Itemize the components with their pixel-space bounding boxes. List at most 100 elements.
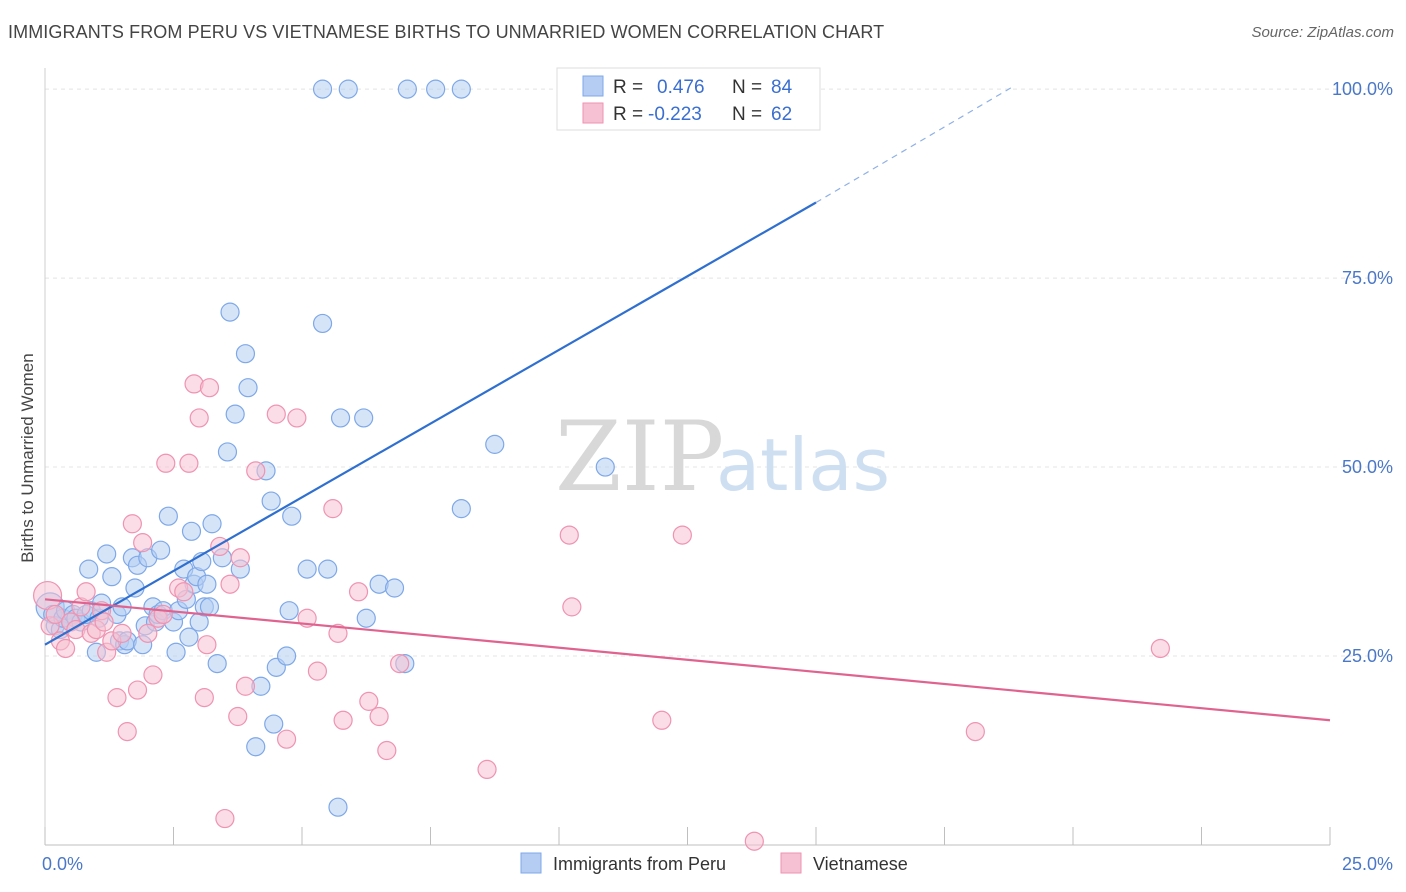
vietnamese-point bbox=[276, 729, 297, 749]
vietnamese-point bbox=[266, 404, 286, 424]
legend-n-value-vietnamese: 62 bbox=[771, 104, 792, 125]
vietnamese-point bbox=[112, 623, 132, 643]
bottom-legend-label-vietnamese: Vietnamese bbox=[813, 854, 908, 874]
vietnamese-point bbox=[228, 706, 248, 727]
peru-point bbox=[338, 79, 358, 99]
x-tick-label: 0.0% bbox=[42, 854, 83, 874]
x-tick-label: 25.0% bbox=[1342, 854, 1393, 874]
vietnamese-point bbox=[127, 680, 148, 700]
peru-point bbox=[179, 627, 199, 647]
peru-point bbox=[485, 434, 505, 454]
peru-point bbox=[354, 408, 374, 428]
vietnamese-point bbox=[744, 831, 764, 851]
tick-labels: 25.0% 50.0% 75.0% 100.0% 0.0% 25.0% bbox=[42, 79, 1393, 874]
vietnamese-point bbox=[55, 638, 76, 659]
peru-point bbox=[181, 521, 202, 541]
axis-layer bbox=[44, 68, 1331, 846]
vietnamese-point bbox=[559, 525, 579, 545]
peru-trend-line-extension bbox=[815, 87, 1012, 204]
vietnamese-point bbox=[672, 525, 692, 545]
vietnamese-point bbox=[117, 722, 137, 742]
peru-trend-line bbox=[44, 201, 817, 646]
vietnamese-point bbox=[199, 378, 220, 398]
peru-point bbox=[202, 514, 222, 534]
vietnamese-point bbox=[143, 665, 163, 685]
peru-point bbox=[197, 574, 217, 594]
vietnamese-point bbox=[348, 582, 369, 602]
vietnamese-point bbox=[138, 623, 158, 643]
peru-point bbox=[166, 642, 186, 662]
peru-point bbox=[426, 79, 446, 99]
legend-r-value-vietnamese: -0.223 bbox=[648, 104, 702, 125]
vietnamese-point bbox=[562, 597, 582, 617]
peru-point bbox=[451, 79, 471, 99]
vietnamese-point bbox=[369, 706, 389, 727]
vietnamese-point bbox=[477, 759, 497, 780]
vietnamese-point bbox=[122, 514, 142, 534]
legend-swatch-peru bbox=[582, 75, 604, 97]
peru-point bbox=[220, 302, 240, 322]
vietnamese-point bbox=[94, 612, 114, 632]
legend-r-label-vietnamese: R = bbox=[613, 104, 643, 125]
vietnamese-point bbox=[133, 533, 153, 553]
peru-point bbox=[102, 567, 122, 587]
points-layer bbox=[32, 79, 1170, 851]
peru-point bbox=[595, 457, 615, 477]
bottom-legend-swatch-vietnamese bbox=[780, 852, 802, 874]
vietnamese-point bbox=[76, 582, 96, 602]
vietnamese-point bbox=[179, 453, 199, 473]
vietnamese-point bbox=[652, 710, 672, 730]
vietnamese-point bbox=[390, 653, 410, 674]
peru-point bbox=[397, 79, 417, 99]
peru-point bbox=[330, 408, 351, 428]
peru-point bbox=[297, 559, 317, 579]
legend-n-label-peru: N = bbox=[732, 77, 762, 98]
legend-box: R = 0.476 N = 84 R = -0.223 N = 62 bbox=[556, 67, 821, 131]
peru-point bbox=[207, 653, 227, 674]
chart-title: IMMIGRANTS FROM PERU VS VIETNAMESE BIRTH… bbox=[8, 22, 885, 42]
vietnamese-point bbox=[377, 740, 397, 761]
peru-point bbox=[384, 578, 405, 598]
y-tick-label: 100.0% bbox=[1332, 79, 1393, 99]
vietnamese-point bbox=[197, 635, 217, 655]
peru-point bbox=[279, 601, 299, 621]
peru-point bbox=[238, 378, 258, 398]
legend-n-label-vietnamese: N = bbox=[732, 104, 762, 125]
vietnamese-point bbox=[45, 604, 65, 625]
vietnamese-point bbox=[153, 604, 173, 625]
peru-point bbox=[246, 737, 266, 757]
y-tick-label: 50.0% bbox=[1342, 457, 1393, 477]
watermark-atlas: atlas bbox=[716, 423, 890, 507]
vietnamese-point bbox=[230, 548, 250, 568]
vietnamese-point bbox=[194, 688, 214, 708]
vietnamese-point bbox=[189, 408, 209, 428]
vietnamese-point bbox=[287, 408, 307, 428]
peru-point bbox=[328, 797, 348, 817]
vietnamese-point bbox=[235, 676, 256, 696]
peru-point bbox=[225, 404, 245, 424]
vietnamese-point bbox=[220, 574, 240, 594]
y-tick-label: 75.0% bbox=[1342, 268, 1393, 288]
vietnamese-point bbox=[333, 710, 353, 730]
peru-point bbox=[79, 559, 99, 579]
vietnamese-point bbox=[307, 661, 328, 681]
vietnamese-point bbox=[215, 808, 235, 829]
bottom-legend-swatch-peru bbox=[520, 852, 542, 874]
vietnamese-point bbox=[965, 722, 985, 742]
chart-source: Source: ZipAtlas.com bbox=[1251, 24, 1394, 41]
vietnamese-trend-line bbox=[44, 598, 1331, 722]
bottom-legend-label-peru: Immigrants from Peru bbox=[553, 854, 726, 874]
peru-point bbox=[235, 344, 256, 364]
legend-n-value-peru: 84 bbox=[771, 77, 793, 98]
vietnamese-point bbox=[323, 499, 343, 519]
y-tick-label: 25.0% bbox=[1342, 646, 1393, 666]
legend-swatch-vietnamese bbox=[582, 102, 604, 124]
peru-point bbox=[276, 646, 297, 666]
peru-point bbox=[312, 313, 333, 334]
peru-point bbox=[451, 499, 471, 519]
legend-r-value-peru: 0.476 bbox=[657, 77, 705, 98]
vietnamese-point bbox=[328, 623, 348, 643]
trend-layer bbox=[44, 87, 1331, 722]
peru-point bbox=[264, 714, 284, 734]
